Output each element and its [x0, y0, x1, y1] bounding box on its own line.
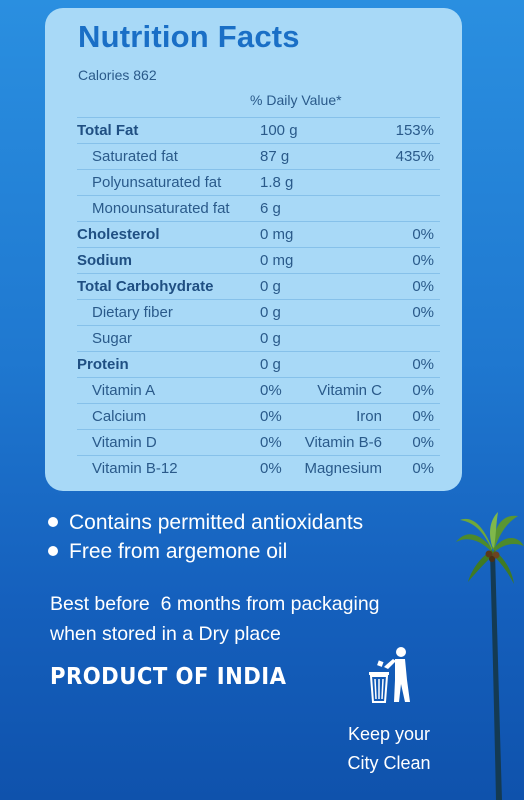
nutrient-name: Dietary fiber [92, 304, 173, 321]
nutrient-name: Sugar [92, 330, 133, 347]
nutrient-amount: 0 g [260, 330, 281, 347]
nutrient-name: Sodium [77, 252, 132, 269]
vitamin-name: Calcium [92, 408, 147, 425]
nutrient-row-dietary-fiber: Dietary fiber 0 g 0% [77, 299, 440, 325]
vitamin-name: Iron [356, 408, 382, 425]
nutrient-percent: 0% [412, 278, 434, 295]
nutrient-percent: 0% [412, 304, 434, 321]
nutrient-name: Total Fat [77, 122, 139, 139]
vitamin-percent: 0% [412, 408, 434, 425]
nutrient-row-sugar: Sugar 0 g [77, 325, 440, 351]
keep-clean-text: Keep your City Clean [341, 720, 437, 778]
best-before-text: Best before 6 months from packaging when… [50, 589, 380, 649]
daily-value-header: % Daily Value* [250, 92, 342, 108]
nutrient-name: Monounsaturated fat [92, 200, 230, 217]
vitamin-row: Calcium 0% Iron 0% [77, 403, 440, 429]
vitamin-name: Vitamin B-12 [92, 460, 178, 477]
vitamin-percent: 0% [412, 382, 434, 399]
vitamin-name: Magnesium [304, 460, 382, 477]
vitamin-name: Vitamin D [92, 434, 157, 451]
nutrient-percent: 0% [412, 252, 434, 269]
vitamin-row: Vitamin A 0% Vitamin C 0% [77, 377, 440, 403]
storage-line: when stored in a Dry place [50, 623, 281, 645]
nutrient-row-monounsaturated-fat: Monounsaturated fat 6 g [77, 195, 440, 221]
vitamin-percent: 0% [260, 382, 282, 399]
person-disposing-litter-icon [369, 647, 410, 703]
nutrient-amount: 0 g [260, 356, 281, 373]
vitamin-percent: 0% [412, 460, 434, 477]
nutrient-row-polyunsaturated-fat: Polyunsaturated fat 1.8 g [77, 169, 440, 195]
nutrient-amount: 87 g [260, 148, 290, 165]
vitamin-percent: 0% [260, 408, 282, 425]
nutrient-row-protein: Protein 0 g 0% [77, 351, 440, 377]
nutrient-row-total-fat: Total Fat 100 g 153% [77, 117, 440, 143]
nutrient-amount: 0 mg [260, 226, 294, 243]
nutrient-row-saturated-fat: Saturated fat 87 g 435% [77, 143, 440, 169]
keep-clean-line: Keep your [347, 724, 431, 744]
bullet-icon [48, 517, 58, 527]
bullet-icon [48, 546, 58, 556]
nutrient-amount: 0 g [260, 304, 281, 321]
nutrient-percent: 0% [412, 356, 434, 373]
calories-label: Calories 862 [78, 67, 157, 83]
nutrient-amount: 0 g [260, 278, 281, 295]
nutrient-amount: 100 g [260, 122, 298, 139]
vitamin-row: Vitamin B-12 0% Magnesium 0% [77, 455, 440, 481]
nutrient-name: Cholesterol [77, 226, 160, 243]
nutrient-amount: 0 mg [260, 252, 294, 269]
claim-text: Contains permitted antioxidants [69, 511, 364, 534]
nutrient-name: Saturated fat [92, 148, 178, 165]
nutrient-percent: 435% [395, 148, 434, 165]
vitamin-percent: 0% [412, 434, 434, 451]
best-before-line: Best before 6 months from packaging [50, 593, 380, 615]
vitamin-percent: 0% [260, 434, 282, 451]
nutrient-amount: 1.8 g [260, 174, 294, 191]
vitamin-name: Vitamin B-6 [304, 434, 382, 451]
nutrition-title: Nutrition Facts [78, 19, 300, 54]
nutrient-name: Polyunsaturated fat [92, 174, 222, 191]
nutrient-percent: 153% [395, 122, 434, 139]
country-of-origin: PRODUCT OF INDIA [50, 664, 287, 690]
vitamin-name: Vitamin A [92, 382, 156, 399]
nutrient-row-total-carbohydrate: Total Carbohydrate 0 g 0% [77, 273, 440, 299]
vitamin-percent: 0% [260, 460, 282, 477]
nutrient-percent: 0% [412, 226, 434, 243]
claim-text: Free from argemone oil [69, 540, 288, 563]
vitamin-name: Vitamin C [317, 382, 382, 399]
nutrient-amount: 6 g [260, 200, 281, 217]
vitamin-row: Vitamin D 0% Vitamin B-6 0% [77, 429, 440, 455]
nutrient-name: Total Carbohydrate [77, 278, 214, 295]
nutrient-row-sodium: Sodium 0 mg 0% [77, 247, 440, 273]
nutrition-facts-panel: Nutrition Facts Calories 862 % Daily Val… [45, 8, 462, 491]
keep-clean-line: City Clean [347, 753, 431, 773]
nutrient-row-cholesterol: Cholesterol 0 mg 0% [77, 221, 440, 247]
nutrient-name: Protein [77, 356, 129, 373]
palm-tree-icon [456, 512, 524, 800]
